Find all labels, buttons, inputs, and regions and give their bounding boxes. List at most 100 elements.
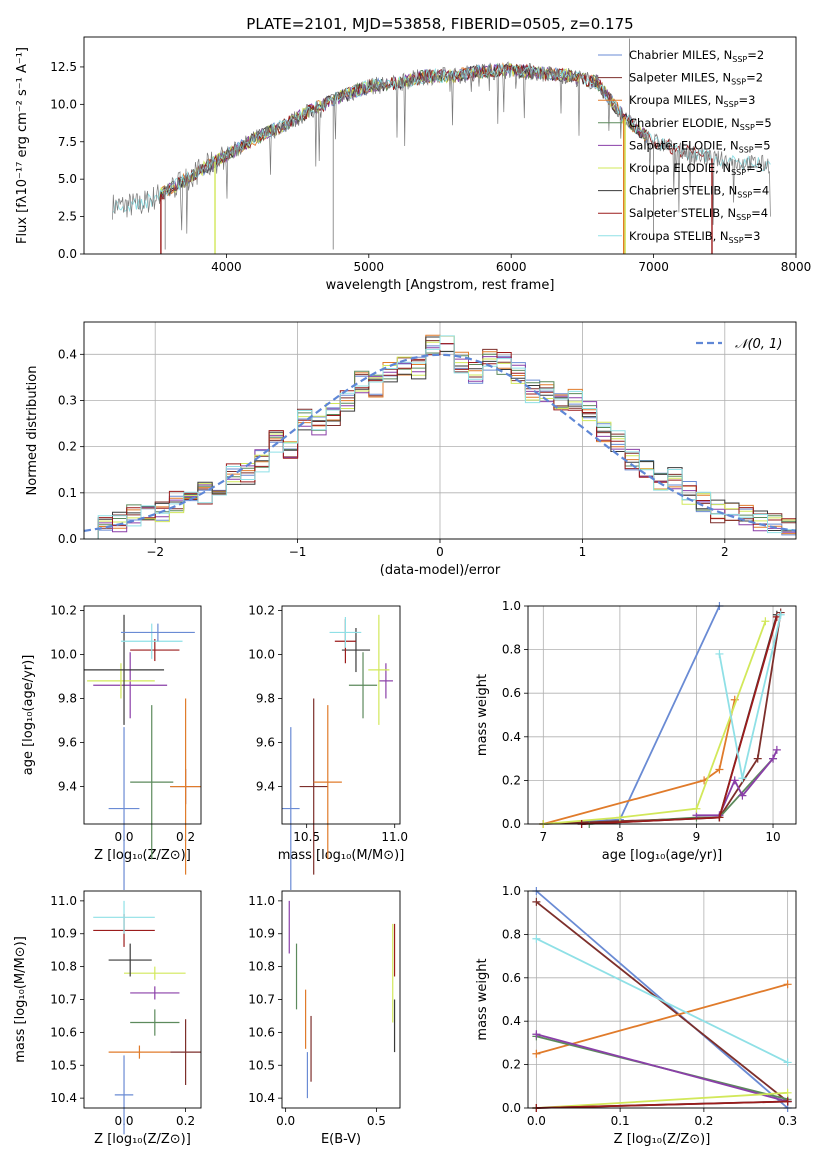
x-tick-label: −2 — [146, 545, 164, 559]
weight-vs-metallicity-panel: 0.0 0.1 0.2 0.3 0.0 0.2 0.4 0.6 0.8 1.0 Z [log₁₀(Z… — [475, 884, 797, 1147]
y-tick-label: 10.6 — [50, 1025, 77, 1039]
mass-weight-line — [535, 890, 789, 1109]
y-tick-label: 10.4 — [50, 1091, 77, 1105]
axes-frame — [527, 890, 797, 1109]
y-tick-label: 10.5 — [50, 1058, 77, 1072]
mass-weight-line — [718, 614, 782, 779]
y-tick-label: 10.2 — [50, 603, 77, 617]
y-tick-label: 0.0 — [502, 817, 521, 831]
x-tick-label: 9 — [693, 830, 701, 844]
y-tick-label: 9.6 — [58, 736, 77, 750]
x-tick-label: 0.0 — [527, 1114, 546, 1128]
x-tick-label: 6000 — [496, 260, 527, 274]
y-tick-label: 0.8 — [502, 927, 521, 941]
mass-weight-marker — [738, 791, 747, 800]
mass-weight-marker — [769, 754, 778, 763]
y-tick-label: 9.8 — [256, 691, 275, 705]
y-axis-label: mass [log₁₀(M/M⊙)] — [13, 936, 28, 1063]
y-tick-label: 10.4 — [248, 1091, 275, 1105]
axes-frame — [83, 605, 202, 825]
axes-frame — [83, 890, 202, 1109]
y-axis-label: mass weight — [475, 674, 490, 756]
y-tick-label: 11.0 — [248, 894, 275, 908]
legend-entry: Kroupa STELIB, NSSP=3 — [629, 229, 760, 245]
y-tick-label: 0.2 — [58, 440, 77, 454]
mass-weight-marker — [761, 617, 770, 626]
mass-weight-line — [536, 983, 788, 1055]
x-axis-label: E(B-V) — [321, 1132, 361, 1147]
y-axis-label: Flux [fλ10⁻¹⁷ erg cm⁻² s⁻¹ A⁻¹] — [15, 47, 30, 244]
x-axis-label: Z [log₁₀(Z/Z⊙)] — [94, 1132, 191, 1147]
y-tick-label: 9.4 — [58, 780, 77, 794]
y-tick-label: 0.3 — [58, 393, 77, 407]
mass-weight-marker — [783, 1097, 792, 1106]
axes-frame — [83, 321, 797, 540]
mass-weight-marker — [532, 897, 541, 906]
y-tick-label: 10.6 — [248, 1025, 275, 1039]
mass-vs-metallicity-panel: 0.0 0.210.410.510.610.710.810.911.0Z [log… — [13, 890, 202, 1147]
y-tick-label: 10.8 — [248, 960, 275, 974]
x-tick-label: 7 — [539, 830, 547, 844]
mass-weight-marker — [730, 776, 739, 785]
y-tick-label: 0.2 — [502, 773, 521, 787]
y-tick-label: 0.6 — [502, 686, 521, 700]
legend-entry: Kroupa MILES, NSSP=3 — [629, 93, 755, 109]
y-tick-label: 0.0 — [502, 1101, 521, 1115]
y-tick-label: 0.0 — [58, 532, 77, 546]
weight-vs-age-panel: 7 8 9 10 0.0 0.2 0.4 0.6 0.8 1.0 age [log₁₀(age/yr… — [475, 599, 797, 863]
age-vs-mass-panel: 10.5 11.0 9.4 9.6 9.8 10.0 10.2 mass [log₁₀(M/M… — [248, 603, 408, 891]
y-tick-label: 0.4 — [58, 347, 77, 361]
legend-entry: Chabrier ELODIE, NSSP=5 — [629, 116, 772, 132]
y-tick-label: 10.7 — [248, 993, 275, 1007]
y-tick-label: 11.0 — [50, 894, 77, 908]
y-tick-label: 0.2 — [502, 1058, 521, 1072]
x-tick-label: 0.2 — [694, 1114, 713, 1128]
x-axis-label: (data-model)/error — [380, 563, 501, 578]
x-tick-label: 8 — [616, 830, 624, 844]
mass-weight-marker — [615, 813, 624, 822]
x-tick-label: 0.0 — [276, 1114, 295, 1128]
y-tick-label: 10.0 — [248, 647, 275, 661]
y-axis-label: age [log₁₀(age/yr)] — [21, 655, 36, 776]
y-tick-label: 0.4 — [502, 1014, 521, 1028]
x-tick-label: 0 — [436, 545, 444, 559]
mass-weight-marker — [715, 649, 724, 658]
mass-weight-marker — [776, 610, 785, 619]
y-tick-label: 10.0 — [50, 97, 77, 111]
observed-spectrum-line — [112, 61, 771, 234]
mass-weight-marker — [532, 1049, 541, 1058]
y-axis-label: Normed distribution — [25, 366, 40, 496]
x-axis-label: Z [log₁₀(Z/Z⊙)] — [94, 848, 191, 863]
axes-frame — [281, 605, 401, 825]
y-axis-label: mass weight — [475, 958, 490, 1040]
x-tick-label: 0.5 — [367, 1114, 386, 1128]
residual-histogram-panel: −2 −1 0 1 2 0.0 0.1 0.2 0.3 0.4 (data-model)/error… — [25, 321, 797, 578]
mass-weight-line — [543, 699, 736, 825]
x-tick-label: 8000 — [781, 260, 812, 274]
y-tick-label: 2.5 — [58, 210, 77, 224]
mass-weight-line — [581, 616, 778, 825]
legend-entry: Salpeter MILES, NSSP=2 — [629, 71, 763, 87]
mass-weight-marker — [783, 980, 792, 989]
mass-weight-marker — [532, 1030, 541, 1039]
y-tick-label: 10.8 — [50, 960, 77, 974]
y-tick-label: 1.0 — [502, 599, 521, 613]
y-tick-label: 10.0 — [50, 647, 77, 661]
mass-weight-line — [543, 605, 721, 825]
x-tick-label: 2 — [721, 545, 729, 559]
x-tick-label: 0.1 — [611, 1114, 630, 1128]
axes-frame — [83, 36, 797, 255]
mass-vs-ebv-panel: 0.0 0.5 10.4 10.5 10.6 10.7 10.8 10.9 11.0 E(B-V) — [248, 890, 401, 1147]
mass-weight-line — [536, 1100, 788, 1109]
mass-weight-marker — [783, 1058, 792, 1067]
y-tick-label: 12.5 — [50, 60, 77, 74]
x-axis-label: Z [log₁₀(Z/Z⊙)] — [614, 1132, 711, 1147]
y-tick-label: 0.4 — [502, 730, 521, 744]
y-tick-label: 0.1 — [58, 486, 77, 500]
y-tick-label: 1.0 — [502, 884, 521, 898]
x-tick-label: 0.2 — [176, 1114, 195, 1128]
x-tick-label: 10 — [765, 830, 780, 844]
x-tick-label: 7000 — [638, 260, 669, 274]
mass-weight-marker — [738, 774, 747, 783]
